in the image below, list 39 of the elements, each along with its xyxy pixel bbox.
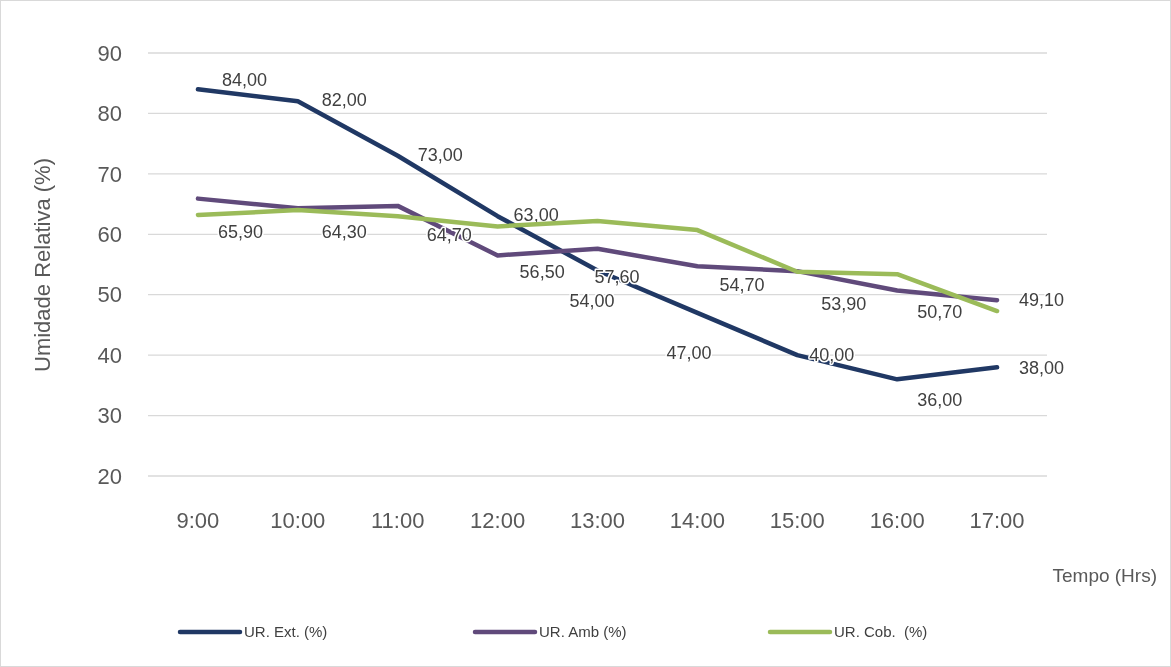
x-tick-label: 9:00 xyxy=(176,508,220,533)
y-tick-label: 90 xyxy=(97,40,122,66)
data-label: 36,00 xyxy=(917,390,963,411)
x-tick-label: 10:00 xyxy=(270,508,326,533)
y-tick-label: 50 xyxy=(97,282,122,308)
y-tick-label: 70 xyxy=(97,161,122,187)
data-label: 40,00 xyxy=(809,345,855,366)
data-label: 73,00 xyxy=(417,144,463,165)
data-label: 54,00 xyxy=(569,290,615,311)
y-tick-label: 30 xyxy=(97,403,122,429)
y-tick-label: 80 xyxy=(97,101,122,127)
data-label: 64,30 xyxy=(321,222,367,243)
x-tick-label: 13:00 xyxy=(569,508,626,533)
data-label: 63,00 xyxy=(513,205,559,226)
x-tick-label: 16:00 xyxy=(869,508,925,533)
data-label: 54,70 xyxy=(719,275,765,296)
x-tick-label: 14:00 xyxy=(669,508,725,533)
x-tick-label: 15:00 xyxy=(769,508,825,533)
data-label: 50,70 xyxy=(917,302,963,323)
legend-label: UR. Amb (%) xyxy=(539,623,627,641)
data-label: 53,90 xyxy=(821,294,867,315)
legend-label: UR. Cob. (%) xyxy=(834,623,928,641)
x-axis-title: Tempo (Hrs) xyxy=(1052,565,1157,586)
data-label: 47,00 xyxy=(666,342,712,363)
data-label: 82,00 xyxy=(321,90,367,111)
y-tick-label: 20 xyxy=(97,463,122,489)
y-tick-label: 40 xyxy=(97,342,122,368)
x-tick-label: 17:00 xyxy=(969,508,1025,533)
x-tick-label: 12:00 xyxy=(470,508,526,533)
x-tick-label: 11:00 xyxy=(371,508,425,533)
data-label: 56,50 xyxy=(519,262,565,283)
y-axis-title: Umidade Relativa (%) xyxy=(30,158,55,372)
y-tick-label: 60 xyxy=(97,221,122,247)
data-label: 65,90 xyxy=(217,221,263,242)
data-label: 38,00 xyxy=(1019,358,1065,379)
line-series xyxy=(195,87,1000,382)
legend-label: UR. Ext. (%) xyxy=(244,623,328,641)
data-label: 49,10 xyxy=(1019,290,1065,311)
data-label: 84,00 xyxy=(221,70,267,91)
